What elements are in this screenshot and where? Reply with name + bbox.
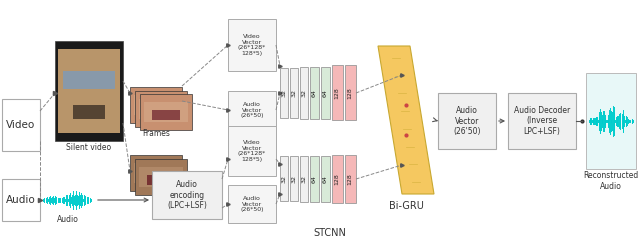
FancyBboxPatch shape (228, 91, 276, 129)
FancyBboxPatch shape (63, 71, 115, 89)
Polygon shape (378, 46, 434, 194)
Text: 32: 32 (301, 175, 307, 183)
Text: Audio
encoding
(LPC+LSF): Audio encoding (LPC+LSF) (167, 180, 207, 210)
FancyBboxPatch shape (139, 167, 183, 187)
Text: 32: 32 (282, 89, 287, 97)
FancyBboxPatch shape (332, 65, 343, 120)
FancyBboxPatch shape (142, 103, 170, 113)
Text: STCNN: STCNN (314, 228, 346, 238)
Text: 128: 128 (348, 173, 353, 185)
Text: 32: 32 (291, 175, 296, 183)
Text: Audio
Vector
(26*50): Audio Vector (26*50) (240, 102, 264, 118)
Text: Silent video: Silent video (67, 143, 111, 153)
FancyBboxPatch shape (73, 105, 105, 119)
FancyBboxPatch shape (345, 65, 356, 120)
FancyBboxPatch shape (130, 155, 182, 191)
Text: Frames: Frames (142, 129, 170, 139)
FancyBboxPatch shape (438, 93, 496, 149)
FancyBboxPatch shape (142, 171, 170, 181)
FancyBboxPatch shape (586, 73, 636, 169)
FancyBboxPatch shape (134, 163, 178, 183)
Text: 32: 32 (282, 175, 287, 183)
FancyBboxPatch shape (310, 67, 319, 119)
FancyBboxPatch shape (332, 155, 343, 203)
FancyBboxPatch shape (2, 99, 40, 151)
Text: 64: 64 (323, 89, 328, 97)
FancyBboxPatch shape (290, 68, 298, 118)
FancyBboxPatch shape (310, 156, 319, 202)
FancyBboxPatch shape (152, 171, 222, 219)
Text: Video
Vector
(26*128*
128*5): Video Vector (26*128* 128*5) (238, 34, 266, 56)
FancyBboxPatch shape (139, 99, 183, 119)
Text: Audio
Vector
(26*50): Audio Vector (26*50) (240, 196, 264, 212)
FancyBboxPatch shape (135, 91, 187, 127)
FancyBboxPatch shape (55, 41, 123, 141)
FancyBboxPatch shape (147, 107, 175, 116)
FancyBboxPatch shape (290, 156, 298, 201)
FancyBboxPatch shape (134, 95, 178, 115)
FancyBboxPatch shape (300, 156, 308, 202)
FancyBboxPatch shape (280, 68, 288, 118)
FancyBboxPatch shape (228, 19, 276, 71)
FancyBboxPatch shape (300, 67, 308, 119)
FancyBboxPatch shape (147, 174, 175, 185)
Text: 128: 128 (348, 87, 353, 99)
Text: Audio: Audio (57, 214, 79, 223)
Text: 128: 128 (335, 87, 339, 99)
FancyBboxPatch shape (2, 179, 40, 221)
Text: Bi-GRU: Bi-GRU (388, 201, 424, 211)
Text: Video
Vector
(26*128*
128*5): Video Vector (26*128* 128*5) (238, 140, 266, 162)
Text: Audio: Audio (6, 195, 36, 205)
Text: 64: 64 (312, 89, 317, 97)
FancyBboxPatch shape (228, 126, 276, 176)
FancyBboxPatch shape (321, 156, 330, 202)
FancyBboxPatch shape (130, 87, 182, 123)
FancyBboxPatch shape (228, 185, 276, 223)
Text: Audio Decoder
(Inverse
LPC+LSF): Audio Decoder (Inverse LPC+LSF) (514, 106, 570, 136)
Text: 64: 64 (312, 175, 317, 183)
Text: 32: 32 (301, 89, 307, 97)
Text: 128: 128 (335, 173, 339, 185)
Text: 64: 64 (323, 175, 328, 183)
Text: Video: Video (6, 120, 36, 130)
FancyBboxPatch shape (280, 156, 288, 201)
Text: Audio
Vector
(26'50): Audio Vector (26'50) (453, 106, 481, 136)
FancyBboxPatch shape (345, 155, 356, 203)
Text: 32: 32 (291, 89, 296, 97)
FancyBboxPatch shape (58, 49, 120, 133)
FancyBboxPatch shape (152, 110, 180, 120)
FancyBboxPatch shape (135, 159, 187, 194)
FancyBboxPatch shape (321, 67, 330, 119)
FancyBboxPatch shape (140, 94, 192, 130)
FancyBboxPatch shape (508, 93, 576, 149)
FancyBboxPatch shape (144, 102, 188, 122)
Text: Reconstructed
Audio: Reconstructed Audio (584, 171, 639, 191)
